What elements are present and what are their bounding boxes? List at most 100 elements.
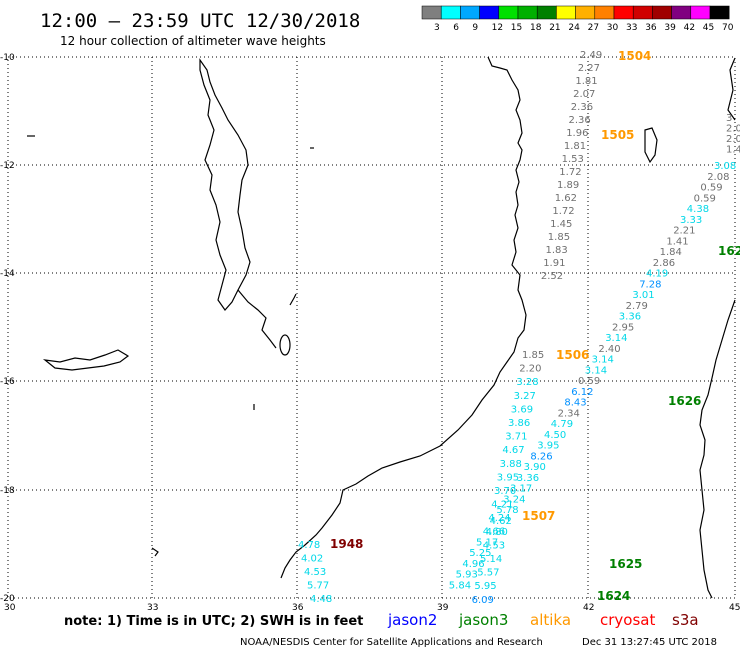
pass-1948-value: 4.78 — [298, 540, 320, 551]
track-1506-value: 3.88 — [500, 459, 522, 470]
right-track-value: 2.40 — [598, 344, 620, 355]
right-track-value: 5.93 — [456, 570, 478, 581]
right-track-value: 2.86 — [653, 258, 675, 269]
lon-label: 36 — [292, 603, 304, 613]
right-track-value: 3.24 — [503, 494, 525, 505]
lon-label: 33 — [147, 603, 158, 613]
legend-swatch — [652, 5, 672, 20]
track-1506-value: 3.69 — [511, 404, 533, 415]
lon-label: 42 — [583, 603, 594, 613]
lat-label: -10 — [0, 53, 15, 63]
track-1506-value: 3.70 — [494, 486, 516, 497]
grey-track-value: 1.72 — [559, 167, 581, 178]
legend-label: 39 — [664, 23, 676, 33]
right-track-value: 0.59 — [578, 376, 600, 387]
grey-track-value: 2.36 — [571, 102, 593, 113]
mission-cryosat: cryosat — [600, 611, 655, 629]
grey-track-value: 1.53 — [562, 154, 584, 165]
pass-label: 1507 — [522, 509, 555, 523]
wave-height-observations: 2.49 2.27 1.81 2.07 2.36 2.36 1.96 1.81 1.53 1.72… — [298, 50, 740, 606]
track-1506-value: 5.57 — [477, 568, 499, 579]
grey-track-value: 1.45 — [550, 219, 572, 230]
pass-label: 1505 — [601, 128, 634, 142]
grey-track-value: 1.85 — [548, 232, 570, 243]
right-track-value: 2.95 — [612, 322, 634, 333]
legend-label: 21 — [549, 23, 560, 33]
legend-label: 45 — [703, 23, 714, 33]
legend-swatch — [460, 5, 480, 20]
right-track-value: 1.84 — [660, 247, 682, 258]
right-track-value: 3.14 — [605, 333, 627, 344]
legend-label: 42 — [684, 23, 695, 33]
lat-label: -16 — [0, 377, 15, 387]
track-1506-value: 3.71 — [505, 432, 527, 443]
right-track-value: 3.33 — [680, 215, 702, 226]
grey-track-value: 2.52 — [541, 271, 563, 282]
grey-track-value: 1.72 — [552, 206, 574, 217]
right-track-value: 4.50 — [544, 430, 566, 441]
track-1506-value: 5.14 — [480, 554, 502, 565]
legend-swatch — [690, 5, 711, 20]
lat-label: -14 — [0, 269, 15, 279]
right-track-value: 3.90 — [524, 462, 546, 473]
map-subtitle: 12 hour collection of altimeter wave hei… — [60, 34, 326, 48]
right-track-value: 0.59 — [694, 193, 716, 204]
edge-track-value: 2.0 — [726, 134, 740, 145]
right-track-value: 1.41 — [666, 236, 688, 247]
track-1506-value: 5.95 — [474, 581, 496, 592]
right-track-value: 3.36 — [619, 312, 641, 323]
legend-label: 27 — [588, 23, 599, 33]
grey-track-value: 1.91 — [543, 258, 565, 269]
legend-label: 24 — [568, 23, 580, 33]
right-track-value: 2.08 — [707, 172, 729, 183]
legend-swatch — [613, 5, 634, 20]
legend-label: 12 — [492, 23, 503, 33]
mission-altika: altika — [530, 611, 571, 629]
right-track-value: 5.84 — [449, 580, 471, 591]
right-track-value: 3.17 — [510, 484, 532, 495]
right-track-value: 3.01 — [632, 290, 654, 301]
grey-track-value: 1.83 — [546, 245, 568, 256]
lat-label: -18 — [0, 486, 15, 496]
legend-swatch — [498, 5, 519, 20]
right-track-value: 3.14 — [585, 365, 607, 376]
right-track-value: 0.59 — [700, 183, 722, 194]
track-1506-value: 6.09 — [472, 595, 494, 606]
right-track-value: 2.34 — [558, 408, 580, 419]
grey-track-value: 2.27 — [578, 63, 600, 74]
pass-label: 1948 — [330, 537, 363, 551]
legend-swatch — [421, 5, 442, 20]
comoros-island — [644, 127, 658, 164]
edge-track-value: 2.0 — [726, 124, 740, 135]
madagascar-west-coast — [699, 299, 736, 599]
mission-jason3: jason3 — [458, 611, 508, 629]
pass-label: 162 — [718, 244, 740, 258]
track-1506-value: 3.27 — [514, 391, 536, 402]
track-1506-value: 3.86 — [508, 418, 530, 429]
small-lake — [151, 547, 159, 557]
grey-track-value: 1.81 — [564, 141, 586, 152]
coastlines — [27, 56, 736, 599]
legend-label: 9 — [472, 23, 478, 33]
legend-swatch — [479, 5, 500, 20]
cahora-bassa — [289, 293, 297, 306]
right-track-value: 4.79 — [551, 419, 573, 430]
legend-swatch — [594, 5, 615, 20]
units-note: note: 1) Time is in UTC; 2) SWH is in fe… — [64, 614, 363, 629]
right-track-value: 3.08 — [714, 161, 736, 172]
legend-label: 70 — [722, 23, 734, 33]
lon-label: 39 — [437, 603, 449, 613]
track-1506-value: 4.53 — [483, 540, 505, 551]
legend-swatch — [440, 5, 461, 20]
track-1506-value: 4.67 — [502, 445, 524, 456]
mission-legend: jason2 jason3 altika cryosat s3a — [387, 611, 699, 629]
legend-swatch — [671, 5, 692, 20]
right-track-value: 5.78 — [496, 505, 518, 516]
longitude-labels: 30 33 36 39 42 45 — [4, 603, 740, 613]
pass-label: 1506 — [556, 348, 589, 362]
legend-swatch — [517, 5, 538, 20]
right-track-value: 8.43 — [564, 398, 586, 409]
right-track-value: 2.79 — [626, 301, 648, 312]
right-track-value: 3.14 — [592, 355, 614, 366]
